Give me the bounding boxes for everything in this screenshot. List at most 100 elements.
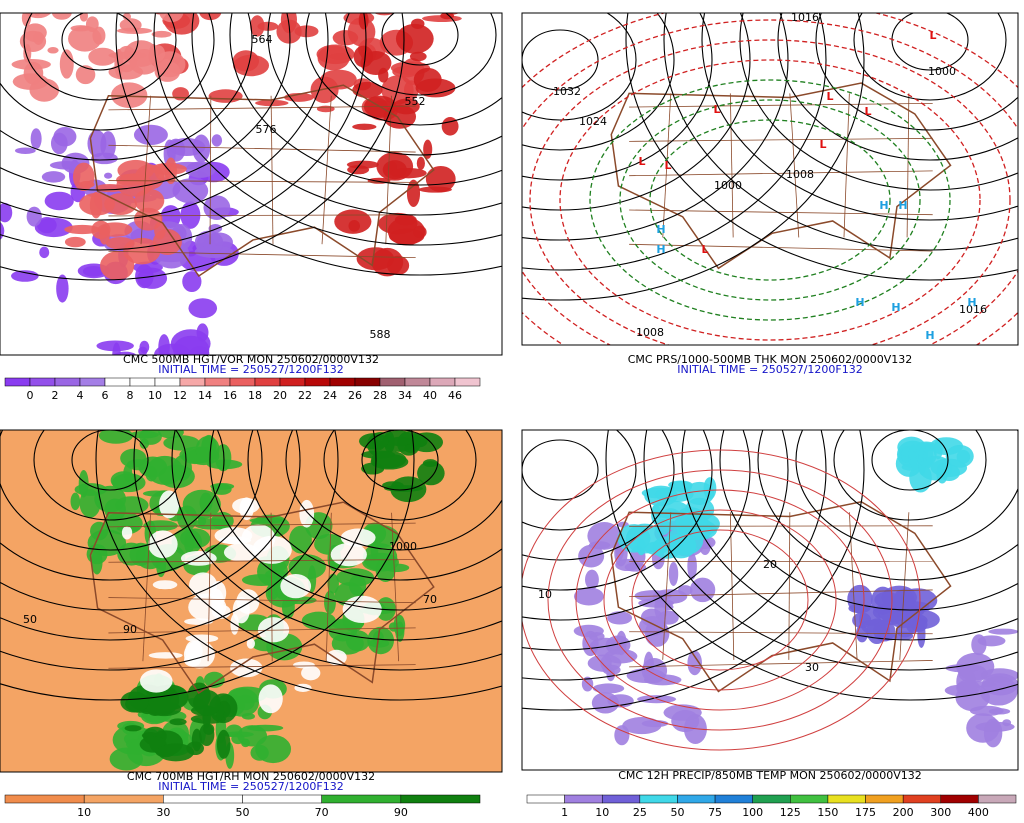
shaded-area xyxy=(988,629,1018,635)
colorbar-swatch xyxy=(405,378,430,386)
shaded-area xyxy=(96,340,133,351)
colorbar-swatch xyxy=(230,378,255,386)
colorbar-swatch xyxy=(163,795,242,803)
high-center: H xyxy=(925,329,934,342)
colorbar-swatch xyxy=(640,795,678,803)
shaded-area xyxy=(73,163,95,191)
shaded-area xyxy=(91,153,118,165)
shaded-area xyxy=(324,591,336,615)
shaded-area xyxy=(79,193,115,216)
low-center: L xyxy=(638,155,645,168)
shaded-area xyxy=(169,718,186,725)
shaded-area xyxy=(302,612,336,630)
shaded-area xyxy=(902,463,920,470)
shaded-area xyxy=(259,684,283,713)
colorbar-label: 30 xyxy=(156,806,170,819)
shaded-area xyxy=(299,500,314,528)
shaded-area xyxy=(111,471,137,489)
colorbar-label: 24 xyxy=(323,389,337,402)
colorbar-label: 10 xyxy=(595,806,609,819)
colorbar-swatch xyxy=(80,378,105,386)
shaded-area xyxy=(589,541,610,549)
initial-time: INITIAL TIME = 250527/1200F132 xyxy=(158,780,343,793)
colorbar-swatch xyxy=(5,795,84,803)
colorbar-label: 6 xyxy=(102,389,109,402)
shaded-area xyxy=(123,238,160,265)
shaded-area xyxy=(120,691,148,712)
shaded-area xyxy=(426,166,456,192)
high-center: H xyxy=(898,199,907,212)
shaded-area xyxy=(352,124,376,130)
shaded-area xyxy=(35,4,56,11)
shaded-area xyxy=(182,271,201,292)
shaded-area xyxy=(233,55,269,76)
contour-label: 1008 xyxy=(786,168,814,181)
shaded-area xyxy=(145,0,177,14)
shaded-area xyxy=(153,580,178,589)
shaded-area xyxy=(27,207,42,227)
shaded-area xyxy=(135,164,164,189)
colorbar-label: 175 xyxy=(855,806,876,819)
shaded-area xyxy=(65,237,86,247)
shaded-area xyxy=(172,178,208,203)
colorbar-label: 100 xyxy=(742,806,763,819)
shaded-area xyxy=(361,450,395,458)
low-center: L xyxy=(819,138,826,151)
colorbar-label: 22 xyxy=(298,389,312,402)
shaded-area xyxy=(146,456,183,485)
colorbar-label: 20 xyxy=(273,389,287,402)
colorbar-swatch xyxy=(30,378,55,386)
shaded-area xyxy=(212,134,222,146)
shaded-area xyxy=(388,217,425,245)
colorbar-swatch xyxy=(753,795,791,803)
shaded-area xyxy=(188,298,217,318)
colorbar-swatch xyxy=(527,795,565,803)
contour-label: 552 xyxy=(405,95,426,108)
shaded-area xyxy=(88,48,117,66)
colorbar-swatch xyxy=(84,795,163,803)
high-center: H xyxy=(656,243,665,256)
shaded-area xyxy=(416,0,453,13)
shaded-area xyxy=(31,128,42,149)
shaded-area xyxy=(203,724,214,735)
contour-label: 1000 xyxy=(389,540,417,553)
shaded-area xyxy=(71,493,81,510)
colorbar-label: 8 xyxy=(127,389,134,402)
state-border xyxy=(629,526,933,527)
shaded-area xyxy=(196,436,220,463)
colorbar-label: 50 xyxy=(236,806,250,819)
shaded-area xyxy=(971,634,986,655)
colorbar-label: 14 xyxy=(198,389,212,402)
shaded-area xyxy=(134,125,168,145)
shaded-area xyxy=(49,0,62,8)
colorbar-label: 40 xyxy=(423,389,437,402)
shaded-area xyxy=(117,28,152,34)
shaded-area xyxy=(653,589,688,604)
shaded-area xyxy=(606,635,631,654)
shaded-area xyxy=(417,157,425,170)
colorbar-label: 90 xyxy=(394,806,408,819)
shaded-area xyxy=(39,247,49,259)
shaded-area xyxy=(152,31,172,38)
shaded-area xyxy=(966,713,999,743)
shaded-area xyxy=(897,437,925,458)
shaded-area xyxy=(645,542,668,555)
shaded-area xyxy=(280,574,311,598)
shaded-area xyxy=(847,585,872,614)
colorbar-label: 2 xyxy=(52,389,59,402)
shaded-area xyxy=(582,631,598,656)
colorbar-label: 18 xyxy=(248,389,262,402)
colorbar-swatch xyxy=(715,795,753,803)
colorbar-swatch xyxy=(105,378,130,386)
low-center: L xyxy=(713,103,720,116)
shaded-area xyxy=(393,0,428,12)
colorbar-swatch xyxy=(430,378,455,386)
shaded-area xyxy=(407,180,420,207)
colorbar-swatch xyxy=(941,795,979,803)
colorbar-swatch xyxy=(55,378,80,386)
colorbar-label: 10 xyxy=(148,389,162,402)
colorbar-label: 28 xyxy=(373,389,387,402)
high-center: H xyxy=(891,301,900,314)
shaded-area xyxy=(574,587,604,605)
shaded-area xyxy=(593,683,625,693)
